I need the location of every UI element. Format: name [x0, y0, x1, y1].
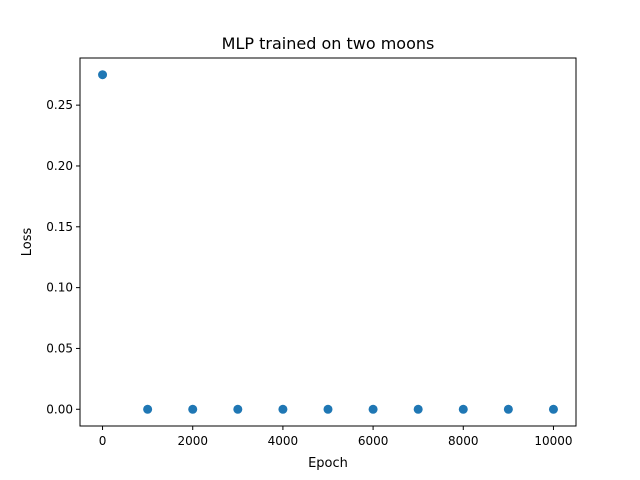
axes-frame	[79, 57, 577, 427]
chart-title: MLP trained on two moons	[222, 34, 435, 53]
y-tick-label: 0.05	[46, 341, 73, 355]
data-point	[143, 404, 153, 414]
y-tick-label: 0.25	[46, 98, 73, 112]
plot-area: 0 2000 4000 6000 8000 10000 0.000.050.100.150…	[46, 57, 577, 448]
data-point	[368, 404, 378, 414]
data-point	[413, 404, 423, 414]
x-tick-label: 10000	[534, 434, 572, 448]
x-axis: 0 2000 4000 6000 8000 10000	[99, 426, 573, 448]
y-tick-label: 0.10	[46, 281, 73, 295]
data-point	[548, 404, 558, 414]
data-point	[278, 404, 288, 414]
y-tick-label: 0.15	[46, 220, 73, 234]
y-axis: 0.00 0.05 0.10 0.15 0.20 0.25	[46, 98, 80, 416]
x-axis-label: Epoch	[308, 456, 348, 471]
data-point	[503, 404, 513, 414]
data-point	[458, 404, 468, 414]
x-tick-label: 4000	[268, 434, 299, 448]
y-axis-label: Loss	[20, 228, 35, 257]
data-point	[98, 70, 108, 80]
data-points	[98, 70, 558, 414]
x-tick-label: 6000	[358, 434, 389, 448]
x-tick-label: 8000	[448, 434, 479, 448]
data-point	[323, 404, 333, 414]
x-tick-label: 2000	[177, 434, 208, 448]
data-point	[188, 404, 198, 414]
data-point	[233, 404, 243, 414]
y-tick-label: 0.20	[46, 159, 73, 173]
x-tick-label: 0	[99, 434, 107, 448]
y-tick-label: 0.00	[46, 402, 73, 416]
